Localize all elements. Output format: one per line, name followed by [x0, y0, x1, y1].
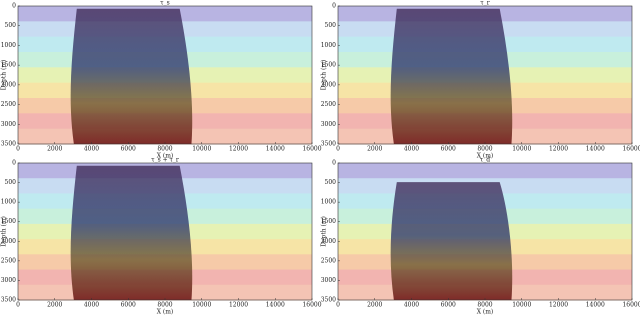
migrated-image: [70, 8, 193, 145]
x-tick-label: 12000: [549, 146, 568, 153]
y-tick-label: 1500: [321, 62, 336, 69]
x-tick-label: 4000: [84, 302, 99, 309]
y-tick-label: 3000: [1, 277, 16, 284]
velocity-layer: [338, 163, 632, 179]
x-tick-label: 12000: [549, 302, 568, 309]
x-tick-label: 6000: [441, 302, 456, 309]
y-tick-label: 1000: [321, 199, 336, 206]
y-tick-label: 1500: [1, 218, 16, 225]
x-tick-label: 4000: [404, 146, 419, 153]
y-tick-label: 500: [5, 179, 17, 186]
x-tick-label: 14000: [266, 146, 285, 153]
image-panel: [337, 5, 633, 145]
x-tick-label: 14000: [586, 146, 605, 153]
image-panel: [17, 162, 313, 301]
y-axis-label: Depth (m): [321, 216, 328, 247]
y-tick-label: 3000: [321, 277, 336, 284]
y-tick-label: 2000: [321, 81, 336, 88]
migrated-image: [70, 165, 193, 300]
y-tick-label: 0: [332, 3, 336, 10]
x-tick-label: 6000: [121, 146, 136, 153]
y-axis-label: Depth (m): [1, 60, 8, 91]
y-tick-label: 3000: [1, 121, 16, 128]
x-tick-label: 16000: [622, 302, 640, 309]
x-tick-label: 10000: [512, 146, 531, 153]
x-tick-label: 8000: [157, 302, 172, 309]
y-axis-label: Depth (m): [321, 60, 328, 91]
x-tick-label: 8000: [477, 302, 492, 309]
y-tick-label: 1000: [321, 42, 336, 49]
x-tick-label: 12000: [229, 302, 248, 309]
image-panel: [17, 5, 313, 145]
y-tick-label: 3500: [321, 297, 336, 304]
x-tick-label: 2000: [47, 302, 62, 309]
y-tick-label: 500: [325, 179, 337, 186]
x-tick-label: 14000: [266, 302, 285, 309]
y-tick-label: 1000: [1, 199, 16, 206]
y-tick-label: 1500: [1, 62, 16, 69]
y-tick-label: 3500: [321, 141, 336, 148]
x-tick-label: 4000: [404, 302, 419, 309]
x-tick-label: 6000: [441, 146, 456, 153]
y-tick-label: 500: [325, 22, 337, 29]
y-tick-label: 0: [12, 3, 16, 10]
x-tick-label: 0: [16, 146, 20, 153]
x-axis-label: X (m): [477, 309, 494, 316]
x-axis-label: X (m): [477, 153, 494, 160]
y-tick-label: 2500: [1, 101, 16, 108]
x-tick-label: 4000: [84, 146, 99, 153]
y-tick-label: 500: [5, 22, 17, 29]
x-tick-label: 0: [336, 146, 340, 153]
panel-title: τ_s + τ_r: [151, 157, 179, 164]
panel-title: τ_d: [480, 157, 490, 164]
y-tick-label: 3500: [1, 297, 16, 304]
y-tick-label: 2000: [1, 81, 16, 88]
y-axis-label: Depth (m): [1, 216, 8, 247]
y-tick-label: 1000: [1, 42, 16, 49]
migrated-image: [390, 182, 513, 300]
image-panel: [337, 162, 633, 301]
y-tick-label: 2000: [321, 238, 336, 245]
x-tick-label: 16000: [622, 146, 640, 153]
x-tick-label: 10000: [192, 146, 211, 153]
y-tick-label: 0: [12, 160, 16, 167]
y-tick-label: 2500: [321, 101, 336, 108]
x-tick-label: 0: [336, 302, 340, 309]
x-tick-label: 8000: [477, 146, 492, 153]
x-axis-label: X (m): [157, 309, 174, 316]
x-tick-label: 10000: [512, 302, 531, 309]
y-tick-label: 3500: [1, 141, 16, 148]
x-tick-label: 12000: [229, 146, 248, 153]
x-tick-label: 16000: [302, 302, 321, 309]
y-tick-label: 0: [332, 160, 336, 167]
x-axis-label: X (m): [157, 153, 174, 160]
x-tick-label: 14000: [586, 302, 605, 309]
x-tick-label: 10000: [192, 302, 211, 309]
y-tick-label: 2500: [321, 257, 336, 264]
x-tick-label: 8000: [157, 146, 172, 153]
x-tick-label: 0: [16, 302, 20, 309]
y-tick-label: 2000: [1, 238, 16, 245]
y-tick-label: 1500: [321, 218, 336, 225]
x-tick-label: 2000: [47, 146, 62, 153]
panel-title: τ_s: [160, 0, 169, 7]
x-tick-label: 6000: [121, 302, 136, 309]
x-tick-label: 2000: [367, 302, 382, 309]
y-tick-label: 2500: [1, 257, 16, 264]
panel-title: τ_r: [480, 0, 489, 7]
x-tick-label: 16000: [302, 146, 321, 153]
x-tick-label: 2000: [367, 146, 382, 153]
y-tick-label: 3000: [321, 121, 336, 128]
migrated-image: [390, 8, 513, 145]
